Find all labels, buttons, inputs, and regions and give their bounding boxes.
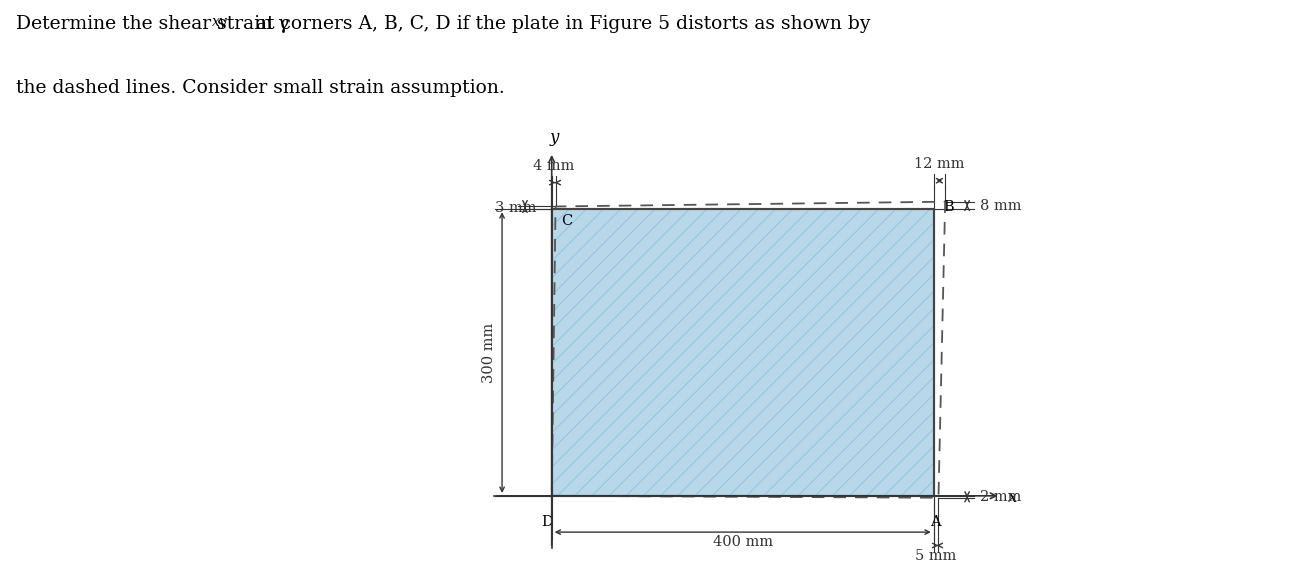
Text: D: D: [541, 515, 552, 529]
Text: C: C: [562, 214, 572, 228]
Text: 400 mm: 400 mm: [713, 535, 773, 549]
Text: A: A: [930, 515, 941, 529]
Text: 2 mm: 2 mm: [980, 490, 1022, 504]
Text: xy: xy: [212, 15, 228, 29]
Text: the dashed lines. Consider small strain assumption.: the dashed lines. Consider small strain …: [16, 79, 504, 97]
Text: B: B: [943, 201, 954, 214]
Polygon shape: [551, 209, 934, 496]
Text: y: y: [550, 129, 559, 146]
Text: 3 mm: 3 mm: [495, 201, 537, 215]
Text: at corners A, B, C, D if the plate in Figure 5 distorts as shown by: at corners A, B, C, D if the plate in Fi…: [250, 15, 870, 34]
Text: Determine the shear strain γ: Determine the shear strain γ: [16, 15, 289, 34]
Text: 8 mm: 8 mm: [980, 198, 1022, 213]
Text: 4 mm: 4 mm: [533, 159, 575, 173]
Text: 12 mm: 12 mm: [915, 157, 964, 171]
Text: 5 mm: 5 mm: [916, 549, 956, 562]
Text: x: x: [1009, 489, 1018, 506]
Polygon shape: [551, 209, 934, 496]
Text: 300 mm: 300 mm: [482, 323, 495, 383]
